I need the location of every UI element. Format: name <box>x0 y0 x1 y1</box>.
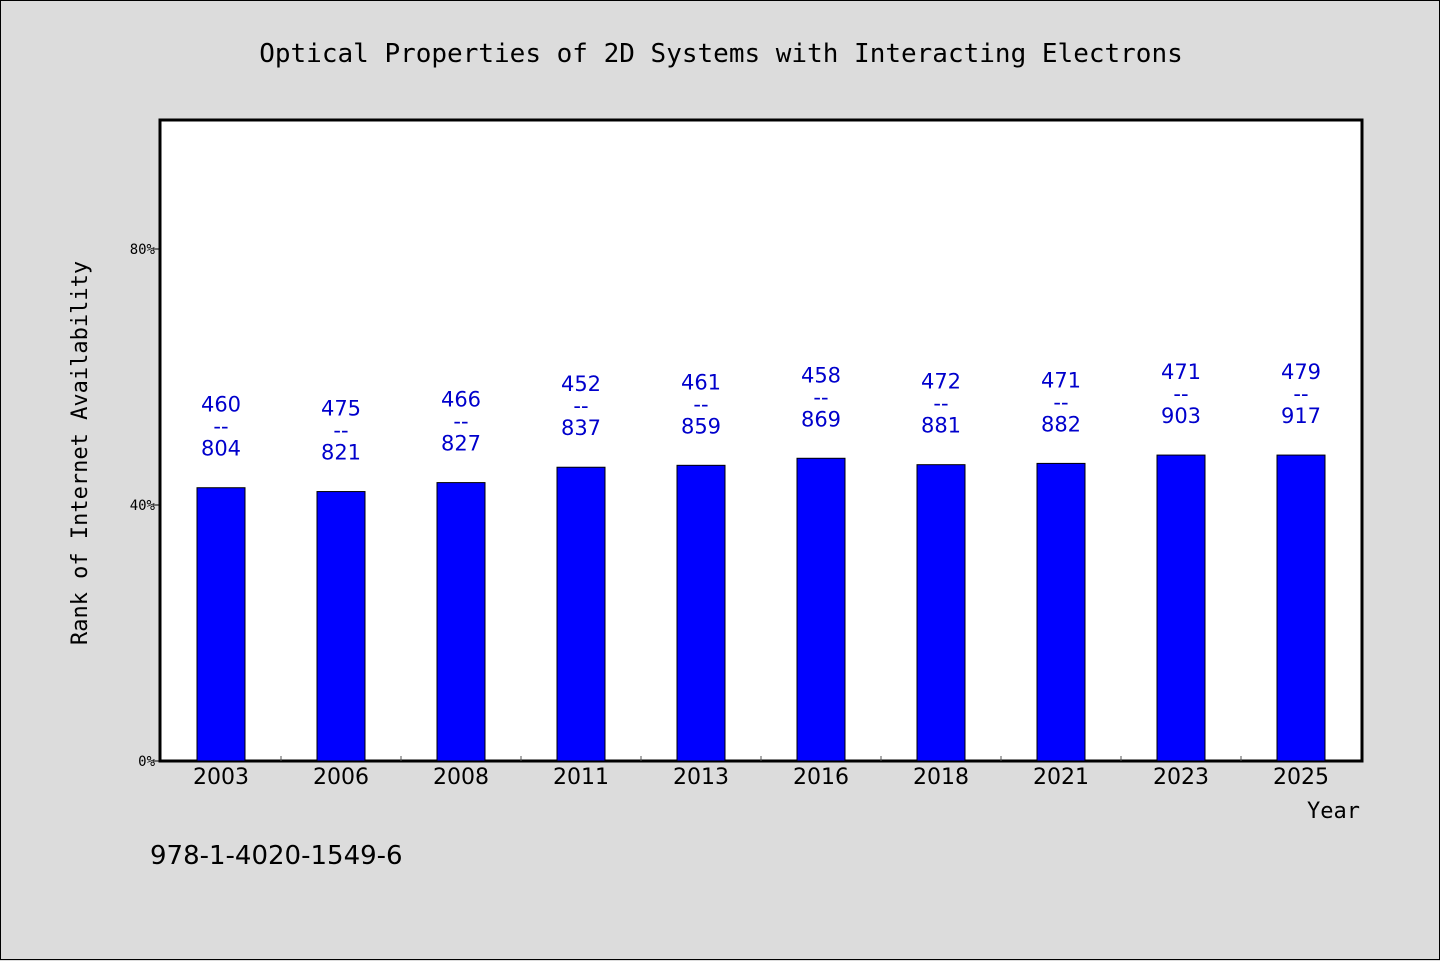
x-axis-label: Year <box>1307 799 1360 824</box>
bar-label-bottom: 917 <box>1281 404 1321 428</box>
bar-label-separator: -- <box>213 415 228 439</box>
x-tick-label: 2025 <box>1273 765 1329 790</box>
bar-label-bottom: 804 <box>201 437 241 461</box>
x-tick-label: 2003 <box>193 765 249 790</box>
bar-label-separator: -- <box>453 410 468 434</box>
bar <box>316 491 366 762</box>
isbn-text: 978-1-4020-1549-6 <box>150 841 403 871</box>
bar-label-top: 458 <box>801 363 841 387</box>
bar-label-top: 471 <box>1161 360 1201 384</box>
bar <box>916 464 966 762</box>
bar-label-top: 466 <box>441 388 481 412</box>
bar <box>556 466 606 762</box>
bar-label-separator: -- <box>813 385 828 409</box>
bar-label-top: 475 <box>321 397 361 421</box>
bar <box>1036 462 1086 762</box>
x-tick-label: 2016 <box>793 765 849 790</box>
bar-label-separator: -- <box>1053 390 1068 414</box>
x-tick-label: 2018 <box>913 765 969 790</box>
bars-layer <box>196 454 1326 762</box>
bar-label-bottom: 827 <box>441 432 481 456</box>
bar-label-bottom: 903 <box>1161 404 1201 428</box>
y-tick-label: 80% <box>130 242 156 258</box>
bar-label-bottom: 882 <box>1041 412 1081 436</box>
x-tick-label: 2021 <box>1033 765 1089 790</box>
x-axis: 2003 2006 2008 2011 2013 2016 2018 2021 2023 2025 <box>193 756 1329 790</box>
bar-label-bottom: 869 <box>801 407 841 431</box>
x-tick-label: 2023 <box>1153 765 1209 790</box>
bar-label-top: 460 <box>201 393 241 417</box>
bar <box>796 457 846 762</box>
bar-label-bottom: 837 <box>561 416 601 440</box>
bar-label-top: 452 <box>561 372 601 396</box>
chart-title: Optical Properties of 2D Systems with In… <box>259 39 1183 69</box>
x-tick-label: 2008 <box>433 765 489 790</box>
bar-label-bottom: 821 <box>321 441 361 465</box>
bar <box>676 464 726 762</box>
x-tick-label: 2006 <box>313 765 369 790</box>
bar-label-separator: -- <box>1293 382 1308 406</box>
x-tick-label: 2013 <box>673 765 729 790</box>
y-axis-label: Rank of Internet Availability <box>68 261 93 645</box>
y-tick-label: 40% <box>130 498 156 514</box>
bar-label-top: 479 <box>1281 360 1321 384</box>
bar-label-top: 471 <box>1041 368 1081 392</box>
bar <box>1156 454 1206 762</box>
bar-label-separator: -- <box>573 394 588 418</box>
bar-label-separator: -- <box>933 392 948 416</box>
bar-label-separator: -- <box>1173 382 1188 406</box>
bar <box>1276 454 1326 762</box>
bar-label-bottom: 881 <box>921 414 961 438</box>
bar-label-bottom: 859 <box>681 414 721 438</box>
bar <box>436 482 486 762</box>
bar-label-separator: -- <box>693 392 708 416</box>
bar-label-separator: -- <box>333 419 348 443</box>
bar-labels-layer: 460--804475--821466--827452--837461--859… <box>201 360 1321 464</box>
bar-label-top: 472 <box>921 370 961 394</box>
bar <box>196 487 246 762</box>
y-tick-label: 0% <box>138 754 155 770</box>
x-tick-label: 2011 <box>553 765 609 790</box>
y-axis: 0% 40% 80% <box>130 242 161 770</box>
bar-label-top: 461 <box>681 370 721 394</box>
